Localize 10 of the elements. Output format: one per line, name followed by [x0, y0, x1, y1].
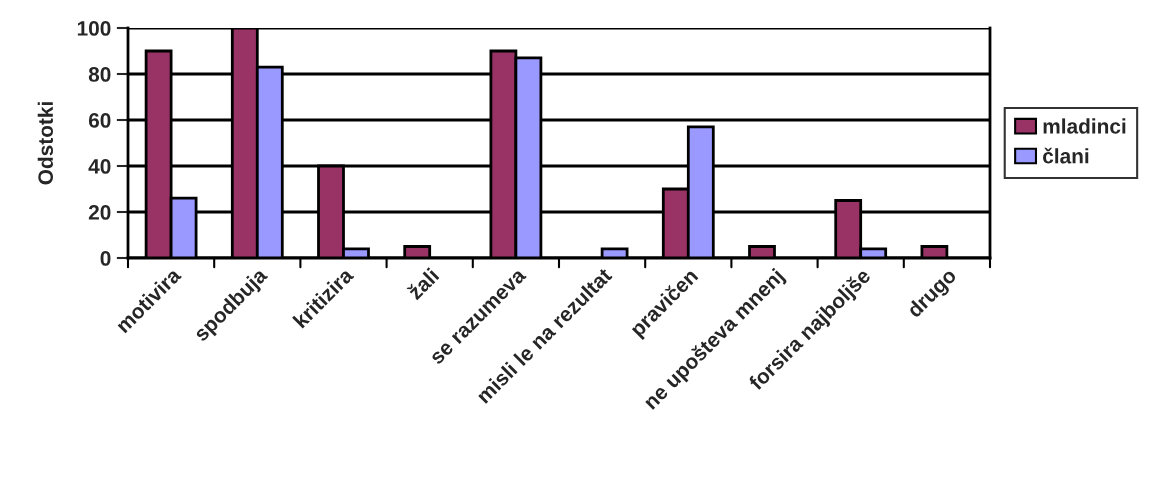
y-tick-label: 60 — [88, 113, 111, 128]
y-axis-title: Odstotki — [37, 102, 54, 185]
y-tick-label: 80 — [88, 67, 111, 82]
y-tick-label: 0 — [100, 251, 111, 266]
x-tick-label: žali — [406, 267, 440, 301]
y-tick-label: 100 — [77, 21, 111, 36]
y-tick-label: 40 — [88, 159, 111, 174]
legend-label: člani — [1043, 147, 1089, 164]
legend-label: mladinci — [1043, 118, 1126, 134]
y-tick-label: 20 — [88, 205, 111, 220]
